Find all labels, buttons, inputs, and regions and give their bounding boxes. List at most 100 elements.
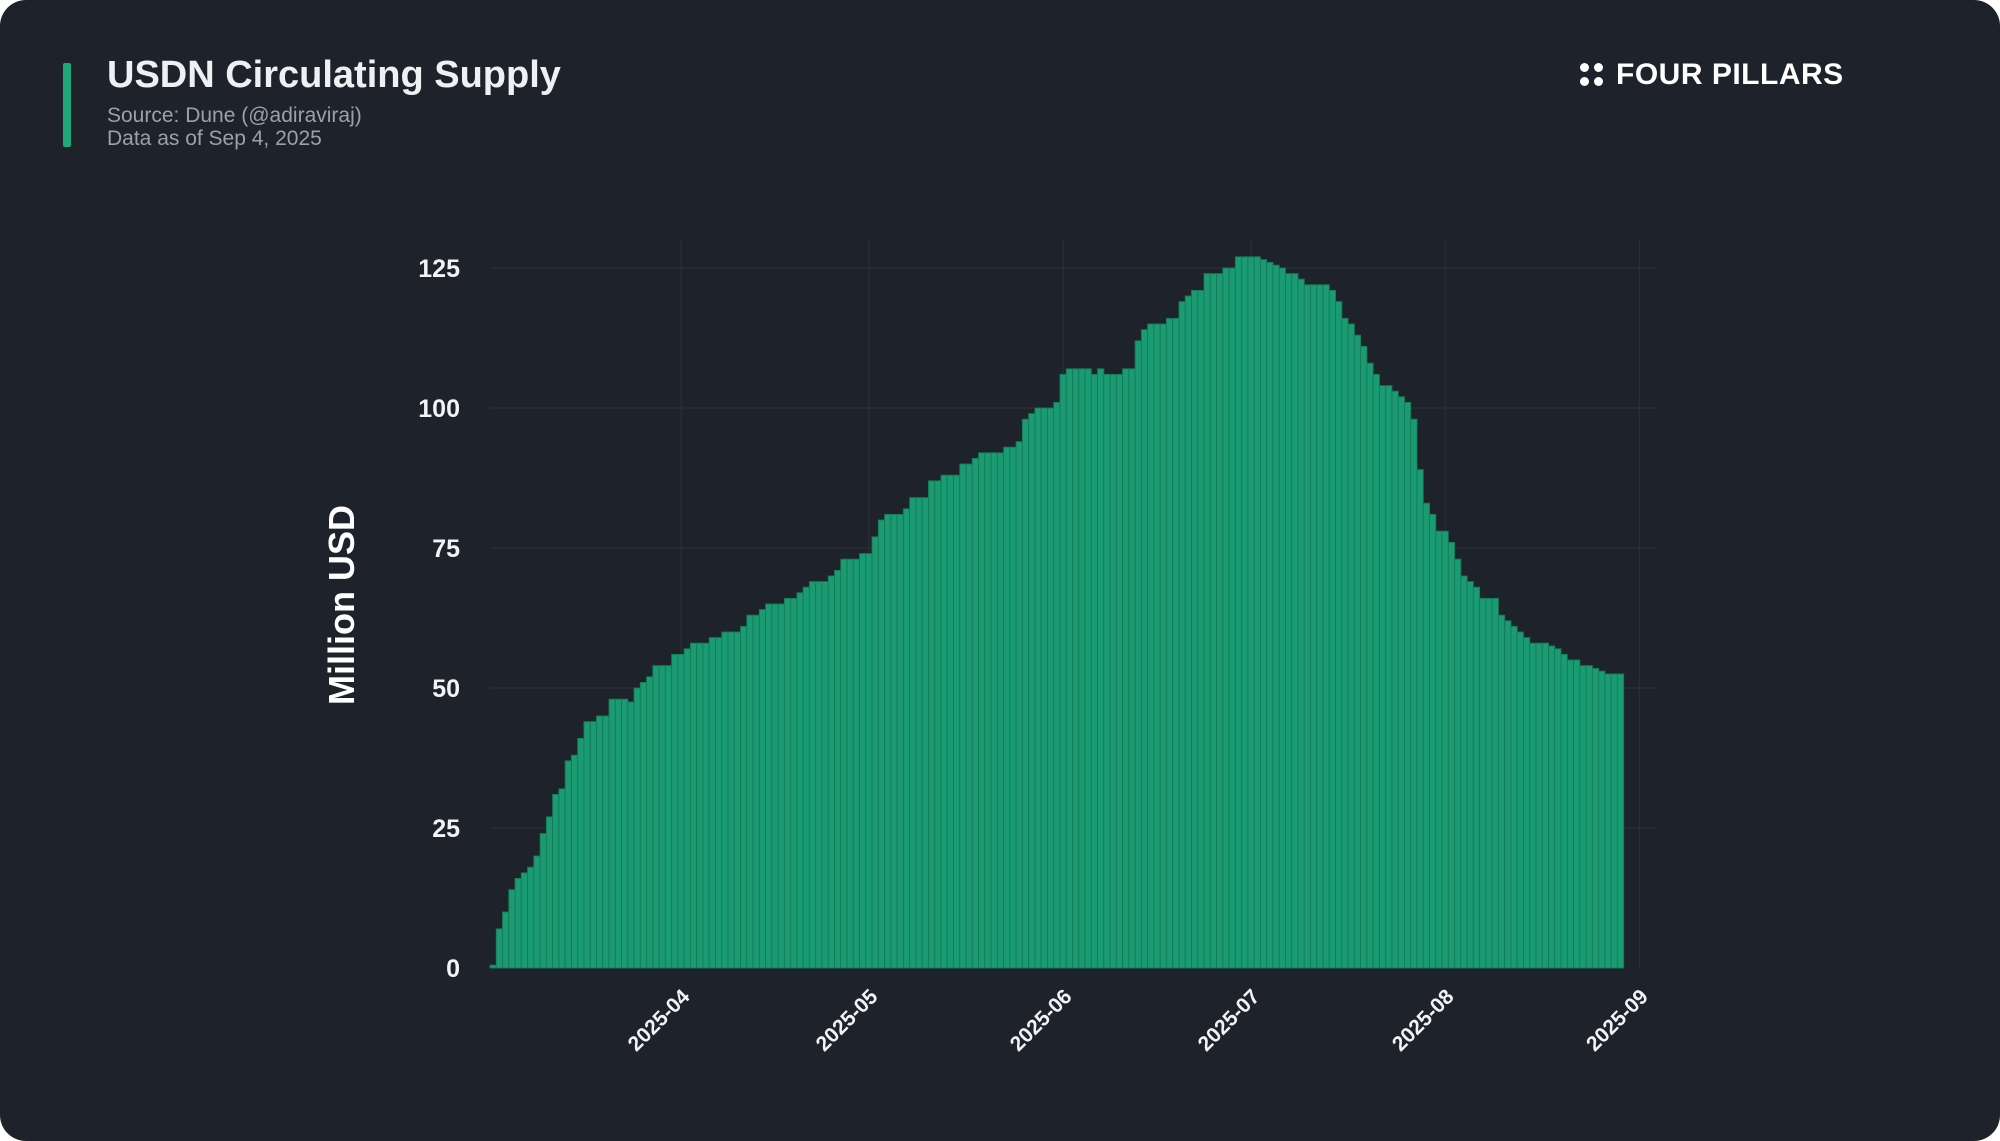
bar xyxy=(577,737,585,969)
bar xyxy=(1297,278,1305,969)
bar xyxy=(652,665,660,969)
bars xyxy=(489,256,1625,969)
bar xyxy=(1604,673,1612,969)
bar xyxy=(815,581,823,969)
bar xyxy=(1078,368,1086,969)
bar xyxy=(1479,597,1487,969)
bar xyxy=(1128,368,1136,969)
bar xyxy=(1316,284,1324,969)
bar xyxy=(909,497,917,969)
bar xyxy=(596,715,604,969)
bar xyxy=(1454,558,1462,969)
bar xyxy=(514,877,522,969)
bar xyxy=(783,597,792,969)
brand-name: FOUR PILLARS xyxy=(1616,58,1844,91)
bar xyxy=(564,760,572,969)
bar xyxy=(646,676,654,969)
x-tick-label: 2025-04 xyxy=(624,985,695,1056)
bar xyxy=(740,625,748,969)
bar xyxy=(934,480,942,969)
bar xyxy=(1303,284,1311,969)
bar xyxy=(727,631,735,969)
bar xyxy=(752,614,760,969)
bar xyxy=(1541,642,1549,969)
bar xyxy=(696,642,704,969)
y-tick-label: 75 xyxy=(432,535,460,563)
bar xyxy=(689,642,698,969)
y-tick-label: 25 xyxy=(432,815,460,843)
bar xyxy=(1579,665,1587,969)
bar xyxy=(1153,323,1161,969)
y-tick-label: 0 xyxy=(446,955,460,983)
bar xyxy=(1598,670,1606,969)
bar xyxy=(1247,256,1255,969)
y-tick-label: 125 xyxy=(418,255,460,283)
bar xyxy=(1591,667,1600,969)
y-tick-label: 50 xyxy=(432,675,460,703)
bar xyxy=(1197,289,1205,969)
bar xyxy=(639,681,648,969)
bar xyxy=(865,553,873,969)
bar xyxy=(902,508,911,969)
bar xyxy=(583,721,591,969)
bar xyxy=(953,474,961,969)
chart-title: USDN Circulating Supply xyxy=(107,54,561,96)
bar xyxy=(965,463,973,969)
bar xyxy=(1466,581,1474,969)
as-of-text: Data as of Sep 4, 2025 xyxy=(107,127,322,150)
bar xyxy=(520,872,529,969)
bar xyxy=(1573,659,1581,969)
bar xyxy=(946,474,954,969)
bar xyxy=(1272,264,1280,969)
bar xyxy=(1441,530,1449,969)
bar xyxy=(1209,273,1218,969)
bar xyxy=(790,597,798,969)
bar xyxy=(1109,373,1117,969)
bar xyxy=(746,614,754,969)
bar xyxy=(1535,642,1543,969)
bar xyxy=(1353,334,1362,969)
bar xyxy=(552,793,560,969)
bar xyxy=(821,581,829,969)
bar xyxy=(1472,586,1481,969)
bar xyxy=(1203,273,1211,969)
bar xyxy=(1341,317,1349,969)
bar xyxy=(1516,631,1524,969)
bar xyxy=(1410,418,1418,969)
bar xyxy=(589,721,597,969)
bar xyxy=(533,855,541,969)
four-dots-icon xyxy=(1580,63,1604,87)
bar xyxy=(1504,620,1512,969)
bar xyxy=(1497,614,1506,969)
bar xyxy=(1172,317,1180,969)
bar xyxy=(1335,301,1343,969)
bar xyxy=(527,866,535,969)
bar xyxy=(614,698,622,969)
bar xyxy=(558,788,566,969)
bar xyxy=(827,575,835,969)
bar xyxy=(702,642,710,969)
bar xyxy=(570,754,579,969)
x-tick-label: 2025-07 xyxy=(1194,985,1265,1056)
bar xyxy=(1241,256,1249,969)
bar xyxy=(846,558,854,969)
bar xyxy=(758,609,767,969)
title-accent-bar xyxy=(63,63,71,147)
y-axis-ticks: 0 25 50 75 100 125 xyxy=(418,255,460,983)
bar xyxy=(1084,368,1092,969)
bar xyxy=(1460,575,1468,969)
bar xyxy=(990,452,998,969)
bar xyxy=(1328,289,1337,969)
bar xyxy=(1429,513,1437,969)
bar xyxy=(777,603,785,969)
bar xyxy=(971,457,979,969)
bar xyxy=(1416,469,1424,969)
bar xyxy=(1397,396,1405,969)
bar xyxy=(840,558,848,969)
bar xyxy=(1278,267,1286,969)
bar xyxy=(1015,441,1023,969)
bar xyxy=(1034,407,1042,969)
bar xyxy=(1191,289,1199,969)
bar xyxy=(1610,673,1618,969)
